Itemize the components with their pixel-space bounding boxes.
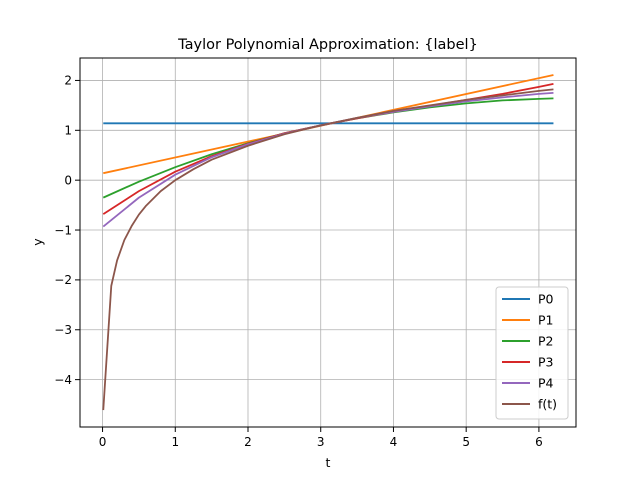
y-tick-label: 0: [64, 173, 72, 187]
legend: P0 P1 P2 P3 P4 f(t): [495, 286, 569, 420]
y-tick-label: 2: [64, 74, 72, 88]
legend-label: P2: [538, 334, 554, 349]
y-axis-label: y: [30, 238, 45, 246]
chart-title: Taylor Polynomial Approximation: {label}: [177, 37, 478, 53]
x-tick-label: 2: [244, 435, 252, 449]
x-tick-label: 3: [317, 435, 325, 449]
legend-label: P1: [538, 313, 554, 328]
x-ticks: 0 1 2 3 4 5 6: [99, 427, 543, 449]
legend-label: f(t): [538, 397, 557, 412]
y-tick-label: −4: [54, 373, 72, 387]
y-ticks: −4 −3 −2 −1 0 1 2: [54, 74, 80, 387]
x-tick-label: 1: [171, 435, 179, 449]
series-line-f(t): [102, 88, 554, 411]
x-tick-label: 6: [535, 435, 543, 449]
y-tick-label: −1: [54, 223, 72, 237]
legend-label: P4: [538, 376, 554, 391]
x-tick-label: 0: [99, 435, 107, 449]
legend-label: P0: [538, 292, 554, 307]
x-tick-label: 4: [390, 435, 398, 449]
y-tick-label: 1: [64, 124, 72, 138]
legend-label: P3: [538, 355, 554, 370]
y-tick-label: −3: [54, 323, 72, 337]
plot-lines: [102, 74, 554, 411]
grid: [80, 58, 576, 427]
legend-box: [495, 286, 569, 420]
x-tick-label: 5: [462, 435, 470, 449]
axes-frame: [79, 57, 577, 428]
y-tick-label: −2: [54, 273, 72, 287]
x-axis-label: t: [326, 455, 331, 470]
